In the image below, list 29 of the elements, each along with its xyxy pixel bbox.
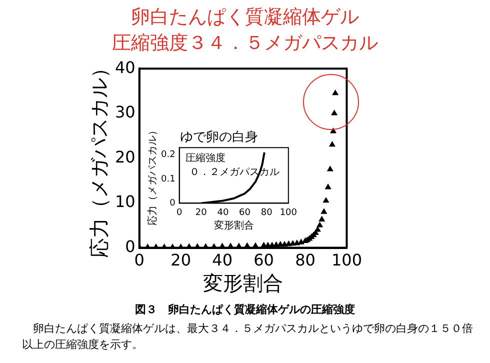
x-tick-label: 40 [212,250,232,270]
caption: 図３ 卵白たんぱく質凝縮体ゲルの圧縮強度 [134,302,356,317]
x-tick-label: 40 [217,208,229,218]
y-tick-label: 0.1 [160,174,176,184]
y-tick-label: 0.2 [160,150,176,160]
annotation: ０．２メガパスカル [189,167,280,178]
chart-subtitle: 圧縮強度３４．５メガパスカル [112,32,378,54]
y-axis-title: 応力（メガパスカル） [146,125,159,226]
x-tick-label: 80 [295,250,316,270]
y-tick-label: 30 [115,102,136,122]
y-tick-label: 0 [125,236,136,256]
chart-title: 卵白たんぱく質凝縮体ゲル [131,6,359,28]
x-tick-label: 0 [176,208,182,218]
y-tick-label: 10 [115,192,136,212]
text: 卵白たんぱく質凝縮体ゲルは、最大３４．５メガパスカルというゆで卵の白身の１５０倍以上の圧縮強度を示す。 [22,321,474,353]
x-tick-label: 100 [331,250,362,270]
x-tick-label: 20 [195,208,208,218]
y-axis-title: 応力（メガパスカル） [87,58,112,258]
chart-title: ゆで卵の白身 [180,130,258,146]
y-tick-label: 20 [115,147,136,166]
x-axis-title: 変形割合 [214,220,254,232]
x-tick-label: 60 [254,250,274,270]
x-axis-title: 変形割合 [203,271,284,296]
x-tick-label: 100 [280,208,298,218]
y-tick-label: 40 [115,58,136,77]
y-tick-label: 0 [170,198,176,209]
x-tick-label: 60 [239,208,251,218]
annotation: 圧縮強度 [185,152,226,164]
x-tick-label: 80 [260,208,273,218]
